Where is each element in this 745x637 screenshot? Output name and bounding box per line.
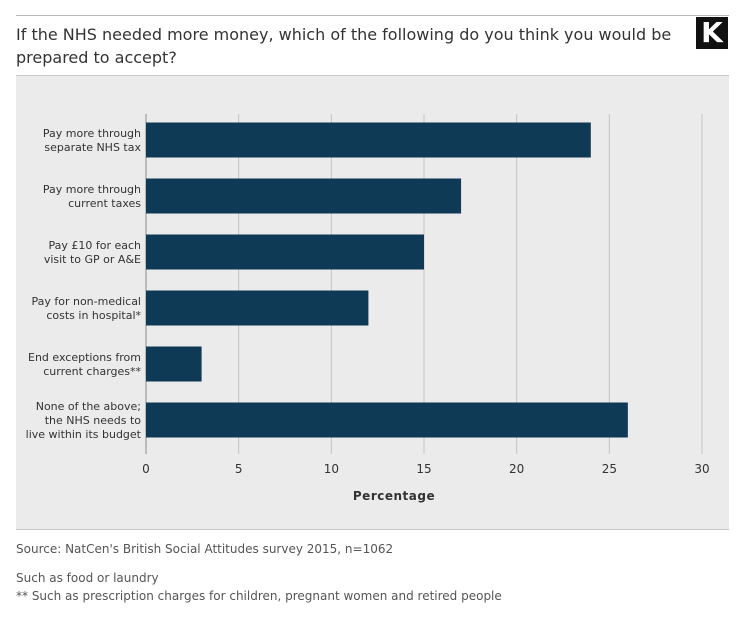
x-tick-label-10: 10 <box>324 462 339 476</box>
category-label-3: Pay for non-medical costs in hospital* <box>31 295 141 322</box>
category-label-5: None of the above; the NHS needs to live w… <box>26 400 142 441</box>
source-note: Source: NatCen's British Social Attitude… <box>16 542 394 556</box>
chart-title: If the NHS needed more money, which of t… <box>16 25 672 67</box>
category-label-2: Pay £10 for each visit to GP or A&E <box>44 239 141 266</box>
category-label-0: Pay more through separate NHS tax <box>43 127 142 154</box>
bar-1 <box>146 178 462 214</box>
x-tick-label-30: 30 <box>694 462 709 476</box>
x-tick-label-25: 25 <box>602 462 617 476</box>
bar-4 <box>146 346 202 382</box>
footnote-2: ** Such as prescription charges for chil… <box>16 589 502 603</box>
category-label-4: End exceptions from current charges** <box>28 351 141 378</box>
publisher-logo: K <box>696 17 728 49</box>
bar-0 <box>146 122 591 158</box>
bar-3 <box>146 290 369 326</box>
chart-panel: Pay more through separate NHS tax Pay more… <box>16 75 729 530</box>
x-tick-label-20: 20 <box>509 462 524 476</box>
x-axis-title: Percentage <box>353 489 435 503</box>
x-tick-label-0: 0 <box>142 462 150 476</box>
bar-5 <box>146 402 628 438</box>
x-tick-label-5: 5 <box>235 462 243 476</box>
bar-2 <box>146 234 424 270</box>
x-tick-label-15: 15 <box>416 462 431 476</box>
bar-chart: Pay more through separate NHS tax Pay more… <box>26 114 710 503</box>
top-divider <box>16 15 729 16</box>
category-label-1: Pay more through current taxes <box>43 183 141 210</box>
footnote-1: Such as food or laundry <box>16 571 159 585</box>
